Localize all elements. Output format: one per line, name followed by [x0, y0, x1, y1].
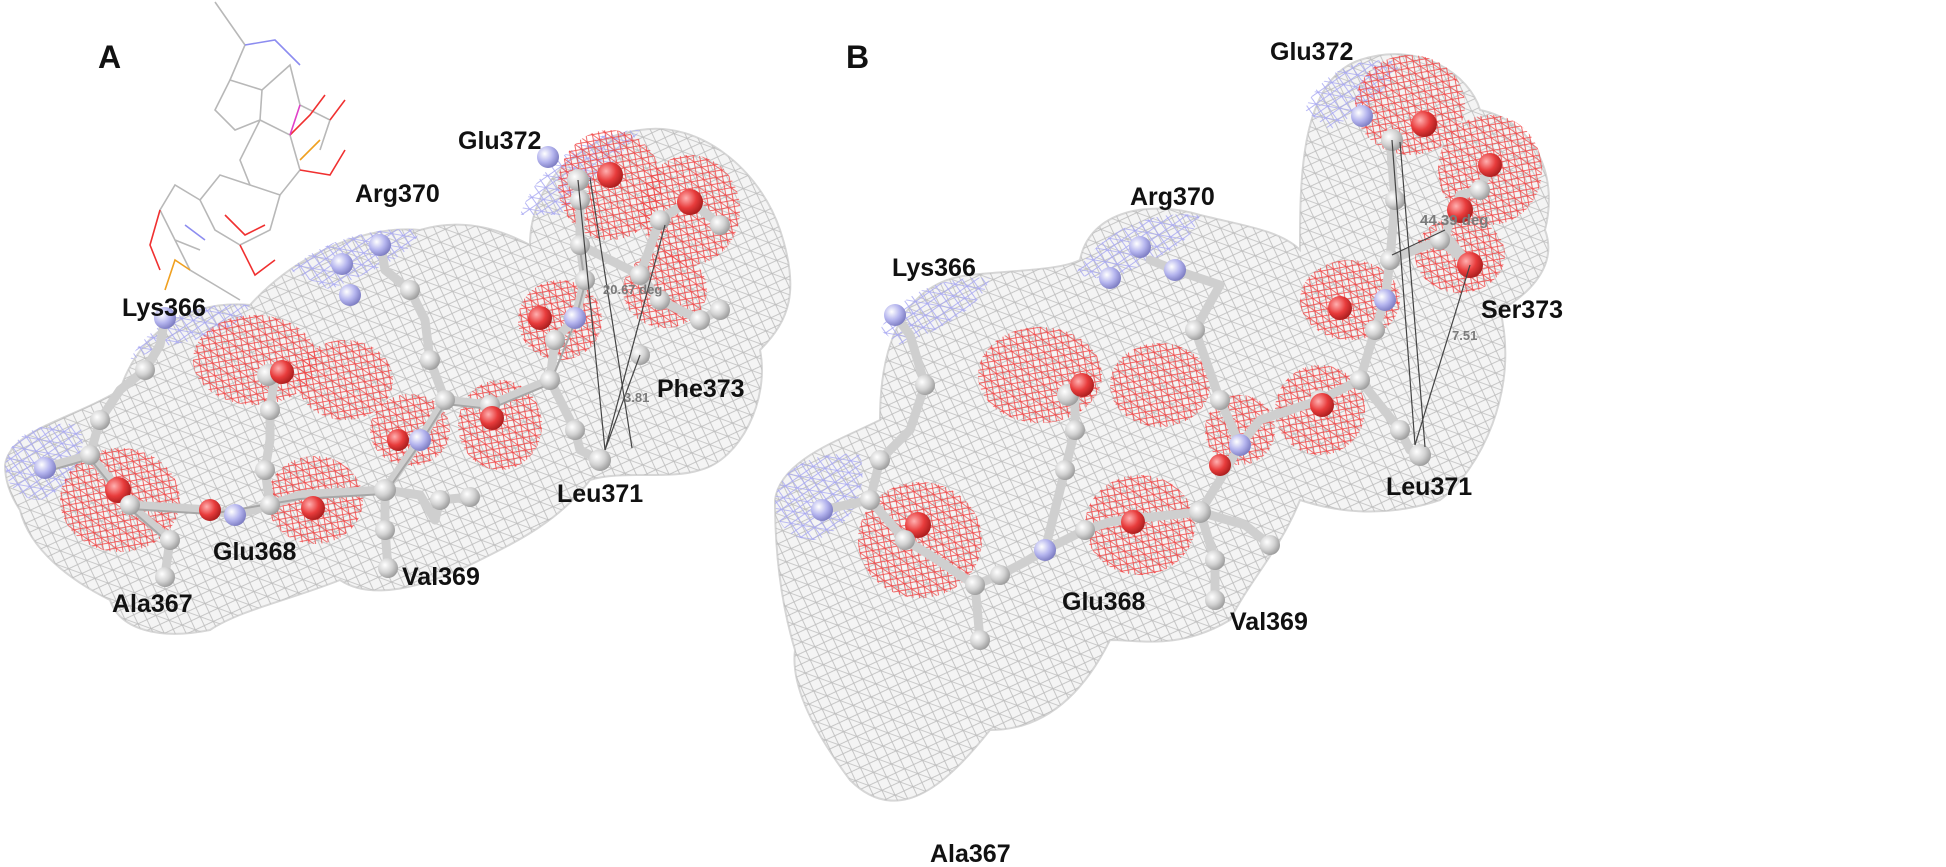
label-ala367-b: Ala367	[930, 840, 1011, 867]
measurement-lines-b	[1391, 139, 1471, 448]
label-glu368-a: Glu368	[213, 538, 296, 566]
surface-mesh-gray-b	[775, 54, 1549, 801]
label-glu372-a: Glu372	[458, 127, 541, 155]
label-glu368-b: Glu368	[1062, 588, 1145, 616]
ligand-wireframe	[149, 1, 346, 301]
panel-b-letter: B	[846, 39, 869, 75]
label-ser373-b: Ser373	[1481, 296, 1563, 324]
panel-b: B	[773, 38, 1563, 867]
label-arg370-b: Arg370	[1130, 183, 1215, 211]
label-leu371-a: Leu371	[557, 480, 643, 508]
label-val369-b: Val369	[1230, 608, 1308, 636]
label-leu371-b: Leu371	[1386, 473, 1472, 501]
angle-measurement-a: 20.67 deg	[603, 282, 662, 297]
label-val369-a: Val369	[402, 563, 480, 591]
label-arg370-a: Arg370	[355, 180, 440, 208]
label-ala367-a: Ala367	[112, 590, 193, 618]
distance-measurement-b: 7.51	[1452, 328, 1477, 343]
distance-measurement-a: 3.81	[624, 390, 649, 405]
panel-a: A	[3, 1, 792, 635]
label-lys366-a: Lys366	[122, 294, 206, 322]
measurement-lines-a	[577, 177, 666, 451]
label-glu372-b: Glu372	[1270, 38, 1353, 66]
label-phe373-a: Phe373	[657, 375, 745, 403]
angle-measurement-b: 44.39 deg	[1420, 212, 1488, 229]
label-lys366-b: Lys366	[892, 254, 976, 282]
atoms-b	[811, 105, 1502, 650]
panel-a-letter: A	[98, 39, 121, 75]
